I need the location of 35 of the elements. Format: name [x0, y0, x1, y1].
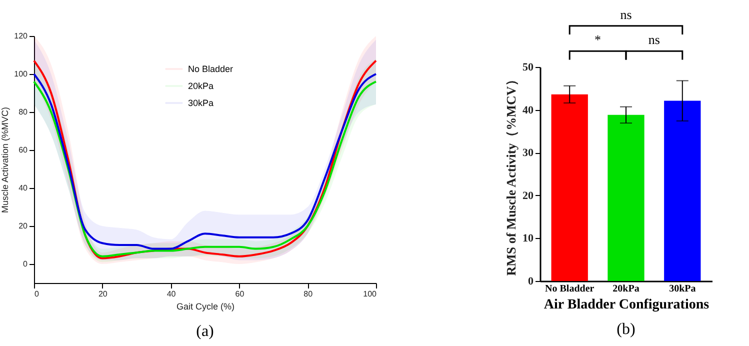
y-axis-title: RMS of Muscle Activity（%MCV） — [504, 73, 518, 276]
y-tick-label: 40 — [522, 104, 534, 116]
x-tick-label: 40 — [166, 290, 176, 298]
y-tick-label: 100 — [14, 70, 28, 78]
x-axis-title: Air Bladder Configurations — [544, 298, 710, 312]
x-tick-label: 20kPa — [612, 284, 640, 294]
legend-label: No Bladder — [188, 64, 233, 74]
y-tick-label: 120 — [14, 32, 28, 40]
text: ns — [648, 32, 660, 48]
legend-label: 30kPa — [188, 98, 214, 108]
y-tick-label: 50 — [522, 62, 534, 74]
y-axis-title: Muscle Activation (%MVC) — [0, 106, 10, 214]
bar — [664, 100, 701, 281]
x-tick-label: 100 — [363, 290, 378, 298]
y-tick-label: 20 — [18, 222, 28, 230]
y-tick-label: 30 — [522, 147, 534, 160]
text: * — [594, 32, 602, 48]
y-tick-label: 20 — [522, 190, 534, 202]
x-tick-label: 20 — [98, 290, 108, 298]
x-tick-label: 60 — [235, 290, 245, 298]
x-tick-label: 30kPa — [669, 284, 696, 294]
x-tick-label: No Bladder — [545, 284, 595, 294]
y-tick-label: 40 — [18, 184, 28, 192]
y-tick-label: 0 — [23, 260, 28, 268]
legend-label: 20kPa — [188, 81, 214, 91]
x-axis-title: Gait Cycle (%) — [176, 302, 235, 312]
y-tick-label: 10 — [522, 232, 534, 245]
x-tick-label: 80 — [304, 290, 314, 298]
y-tick-label: 80 — [18, 108, 28, 116]
x-tick-label: 0 — [34, 290, 40, 298]
y-tick-label: 60 — [18, 146, 28, 154]
text: (b) — [616, 321, 636, 338]
bar — [608, 114, 644, 281]
text: ns — [620, 6, 632, 22]
bar — [551, 94, 588, 281]
